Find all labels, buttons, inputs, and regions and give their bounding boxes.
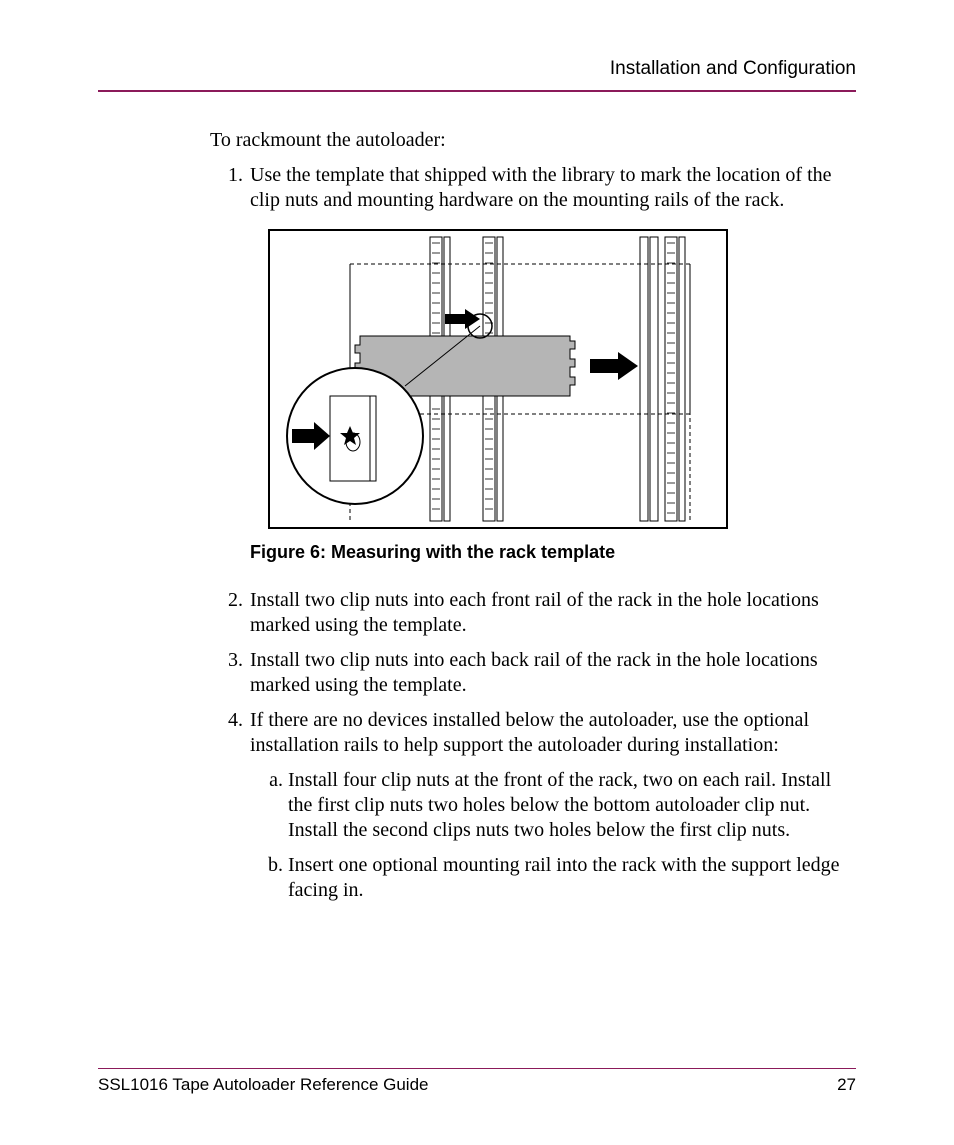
step-1: Use the template that shipped with the l…: [248, 163, 856, 564]
step-4b: Insert one optional mounting rail into t…: [288, 853, 856, 903]
step-1-text: Use the template that shipped with the l…: [250, 164, 832, 211]
step-4b-text: Insert one optional mounting rail into t…: [288, 854, 840, 901]
intro-text: To rackmount the autoloader:: [210, 128, 856, 153]
procedure-list: Use the template that shipped with the l…: [210, 163, 856, 903]
figure-6-caption: Figure 6: Measuring with the rack templa…: [250, 541, 856, 564]
step-4-text: If there are no devices installed below …: [250, 709, 809, 756]
step-4: If there are no devices installed below …: [248, 708, 856, 903]
footer-page-number: 27: [837, 1075, 856, 1095]
content-block: To rackmount the autoloader: Use the tem…: [210, 128, 856, 903]
page: Installation and Configuration To rackmo…: [0, 0, 954, 1145]
section-header: Installation and Configuration: [98, 58, 856, 80]
footer-doc-title: SSL1016 Tape Autoloader Reference Guide: [98, 1075, 429, 1095]
page-footer: SSL1016 Tape Autoloader Reference Guide …: [98, 1068, 856, 1095]
step-2-text: Install two clip nuts into each front ra…: [250, 589, 819, 636]
step-4a-text: Install four clip nuts at the front of t…: [288, 769, 831, 841]
footer-rule: [98, 1068, 856, 1069]
step-4a: Install four clip nuts at the front of t…: [288, 768, 856, 843]
rack-template-diagram: [268, 229, 728, 529]
figure-6: Figure 6: Measuring with the rack templa…: [250, 229, 856, 564]
step-3: Install two clip nuts into each back rai…: [248, 648, 856, 698]
header-rule: [98, 90, 856, 92]
step-3-text: Install two clip nuts into each back rai…: [250, 649, 818, 696]
step-2: Install two clip nuts into each front ra…: [248, 588, 856, 638]
step-4-sublist: Install four clip nuts at the front of t…: [250, 768, 856, 903]
